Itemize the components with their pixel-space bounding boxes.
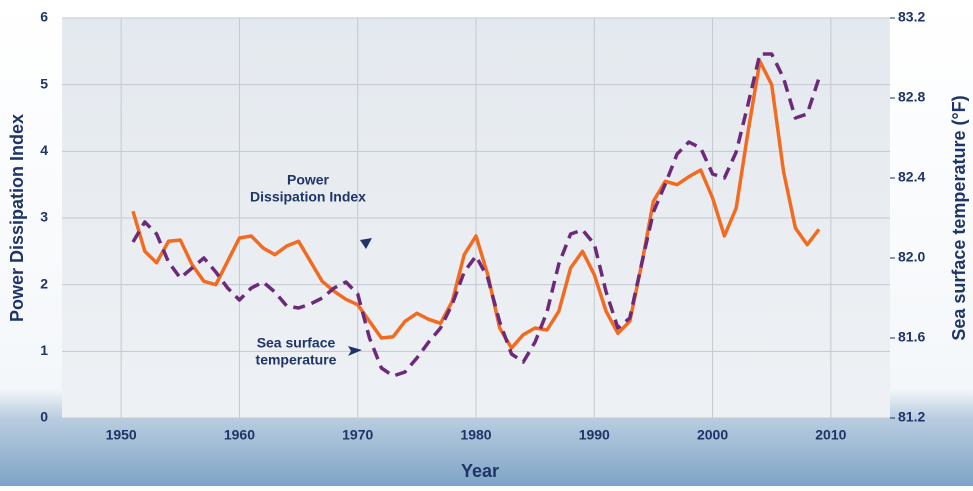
y-tick-label: 1 bbox=[40, 342, 48, 358]
annotation: temperature bbox=[256, 352, 337, 368]
y-tick-label: 4 bbox=[40, 142, 48, 158]
y-tick-label: 5 bbox=[40, 75, 48, 91]
grid bbox=[62, 17, 895, 419]
y-axis-title: Power Dissipation Index bbox=[7, 114, 27, 322]
y-tick-label: 0 bbox=[40, 409, 48, 425]
y2-tick-label: 81.2 bbox=[898, 409, 925, 425]
annotation: Dissipation Index bbox=[250, 189, 366, 205]
y-tick-label: 6 bbox=[40, 9, 48, 25]
series-line bbox=[131, 59, 821, 350]
annotation: Power bbox=[287, 172, 330, 188]
lines bbox=[131, 52, 821, 378]
x-tick-label: 1950 bbox=[106, 427, 137, 443]
y2-tick-label: 81.6 bbox=[898, 329, 925, 345]
y-tick-label: 2 bbox=[40, 275, 48, 291]
annotation: Sea surface bbox=[257, 335, 336, 351]
x-tick-label: 1980 bbox=[460, 427, 491, 443]
x-tick-label: 1970 bbox=[342, 427, 373, 443]
x-tick-label: 2000 bbox=[697, 427, 728, 443]
x-tick-label: 1990 bbox=[579, 427, 610, 443]
x-tick-label: 1960 bbox=[224, 427, 255, 443]
y2-tick-label: 82.0 bbox=[898, 249, 925, 265]
y2-tick-label: 83.2 bbox=[898, 9, 925, 25]
x-axis-title: Year bbox=[461, 461, 499, 481]
y2-tick-label: 82.4 bbox=[898, 169, 925, 185]
x-tick-label: 2010 bbox=[815, 427, 846, 443]
annotation-arrow bbox=[360, 238, 372, 249]
series-line bbox=[131, 52, 821, 378]
y2-axis-title: Sea surface temperature (°F) bbox=[949, 95, 969, 340]
y2-tick-label: 82.8 bbox=[898, 89, 925, 105]
y-tick-label: 3 bbox=[40, 209, 48, 225]
annotation-arrow bbox=[348, 346, 362, 356]
